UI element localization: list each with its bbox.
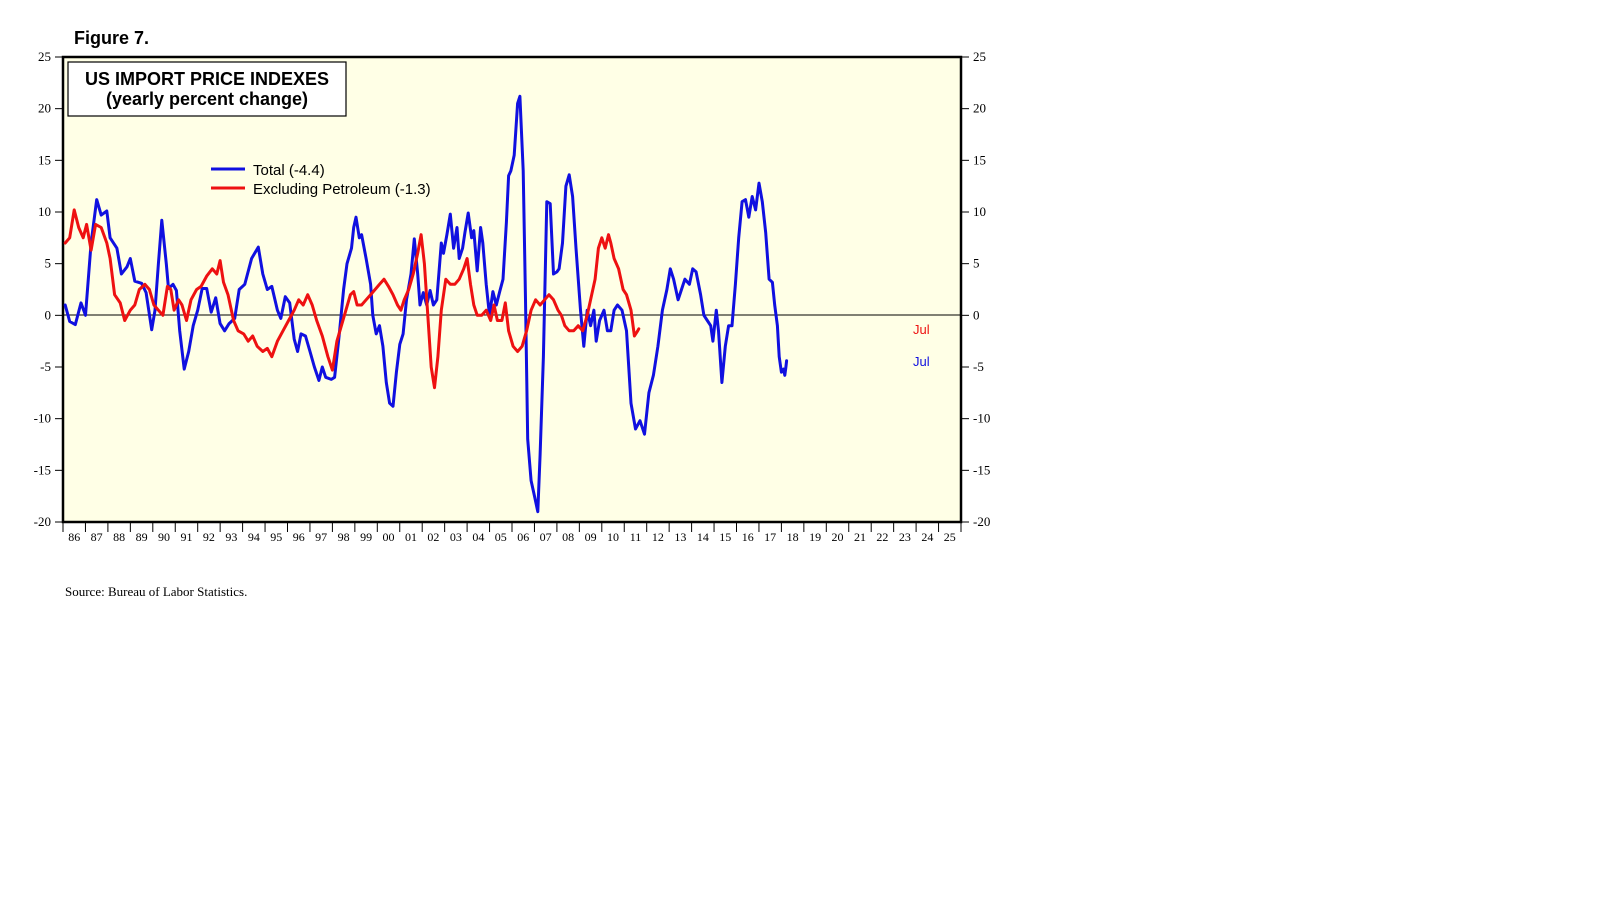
y-tick-label-left: 25 <box>38 49 51 64</box>
x-tick-label: 23 <box>899 530 911 544</box>
x-tick-label: 05 <box>495 530 507 544</box>
y-tick-label-right: 15 <box>973 152 986 167</box>
legend-total-label: Total (-4.4) <box>253 162 325 179</box>
x-tick-label: 08 <box>562 530 574 544</box>
x-tick-label: 90 <box>158 530 170 544</box>
x-tick-label: 07 <box>540 530 552 544</box>
y-tick-label-right: -5 <box>973 359 984 374</box>
x-tick-label: 09 <box>585 530 597 544</box>
y-tick-label-left: 10 <box>38 204 51 219</box>
x-tick-label: 17 <box>764 530 776 544</box>
x-tick-label: 20 <box>832 530 844 544</box>
legend-expet-label: Excluding Petroleum (-1.3) <box>253 181 431 198</box>
x-tick-label: 97 <box>315 530 327 544</box>
x-tick-label: 88 <box>113 530 125 544</box>
x-tick-label: 11 <box>630 530 642 544</box>
x-tick-label: 98 <box>338 530 350 544</box>
y-tick-label-right: 10 <box>973 204 986 219</box>
x-tick-label: 87 <box>91 530 103 544</box>
x-tick-label: 94 <box>248 530 260 544</box>
x-tick-label: 19 <box>809 530 821 544</box>
x-tick-label: 01 <box>405 530 417 544</box>
x-tick-label: 00 <box>383 530 395 544</box>
x-tick-label: 89 <box>136 530 148 544</box>
x-tick-label: 21 <box>854 530 866 544</box>
x-tick-label: 95 <box>270 530 282 544</box>
x-tick-label: 18 <box>787 530 799 544</box>
x-tick-label: 16 <box>742 530 754 544</box>
title-box <box>67 61 347 117</box>
x-tick-label: 22 <box>876 530 888 544</box>
x-tick-label: 86 <box>68 530 80 544</box>
plot-background <box>61 55 963 524</box>
y-tick-label-right: 20 <box>973 101 986 116</box>
y-tick-label-right: 25 <box>973 49 986 64</box>
x-tick-label: 93 <box>225 530 237 544</box>
y-tick-label-right: 0 <box>973 307 980 322</box>
y-tick-label-left: -5 <box>40 359 51 374</box>
x-tick-label: 10 <box>607 530 619 544</box>
x-tick-label: 12 <box>652 530 664 544</box>
y-tick-label-left: 20 <box>38 101 51 116</box>
series-total-line <box>63 94 789 514</box>
chart-subtitle: (yearly percent change) <box>106 89 308 109</box>
source-note: Source: Bureau of Labor Statistics. <box>65 584 248 599</box>
y-tick-label-right: 5 <box>973 256 980 271</box>
y-tick-label-right: -15 <box>973 462 990 477</box>
y-tick-label-right: -20 <box>973 514 990 529</box>
x-tick-label: 91 <box>180 530 192 544</box>
x-tick-label: 06 <box>517 530 529 544</box>
y-tick-label-left: -15 <box>34 462 51 477</box>
total-end-label: Jul <box>913 354 930 369</box>
chart-title: US IMPORT PRICE INDEXES <box>85 69 329 89</box>
y-tick-label-left: 5 <box>45 256 52 271</box>
x-tick-label: 15 <box>719 530 731 544</box>
series-layer <box>63 94 789 514</box>
x-tick-label: 13 <box>674 530 686 544</box>
x-tick-label: 04 <box>472 530 484 544</box>
x-tick-label: 92 <box>203 530 215 544</box>
y-tick-label-left: -10 <box>34 411 51 426</box>
y-tick-label-left: 0 <box>45 307 52 322</box>
legend: Total (-4.4) Excluding Petroleum (-1.3) <box>211 162 431 198</box>
x-tick-label: 25 <box>944 530 956 544</box>
expet-end-label: Jul <box>913 322 930 337</box>
series-excluding-petroleum-line <box>63 208 641 390</box>
y-tick-label-left: 15 <box>38 152 51 167</box>
x-tick-label: 99 <box>360 530 372 544</box>
y-tick-label-right: -10 <box>973 411 990 426</box>
x-tick-label: 03 <box>450 530 462 544</box>
x-tick-label: 96 <box>293 530 305 544</box>
y-tick-label-left: -20 <box>34 514 51 529</box>
x-tick-label: 14 <box>697 530 709 544</box>
x-tick-label: 24 <box>921 530 933 544</box>
x-tick-label: 02 <box>427 530 439 544</box>
figure-label: Figure 7. <box>74 28 150 48</box>
